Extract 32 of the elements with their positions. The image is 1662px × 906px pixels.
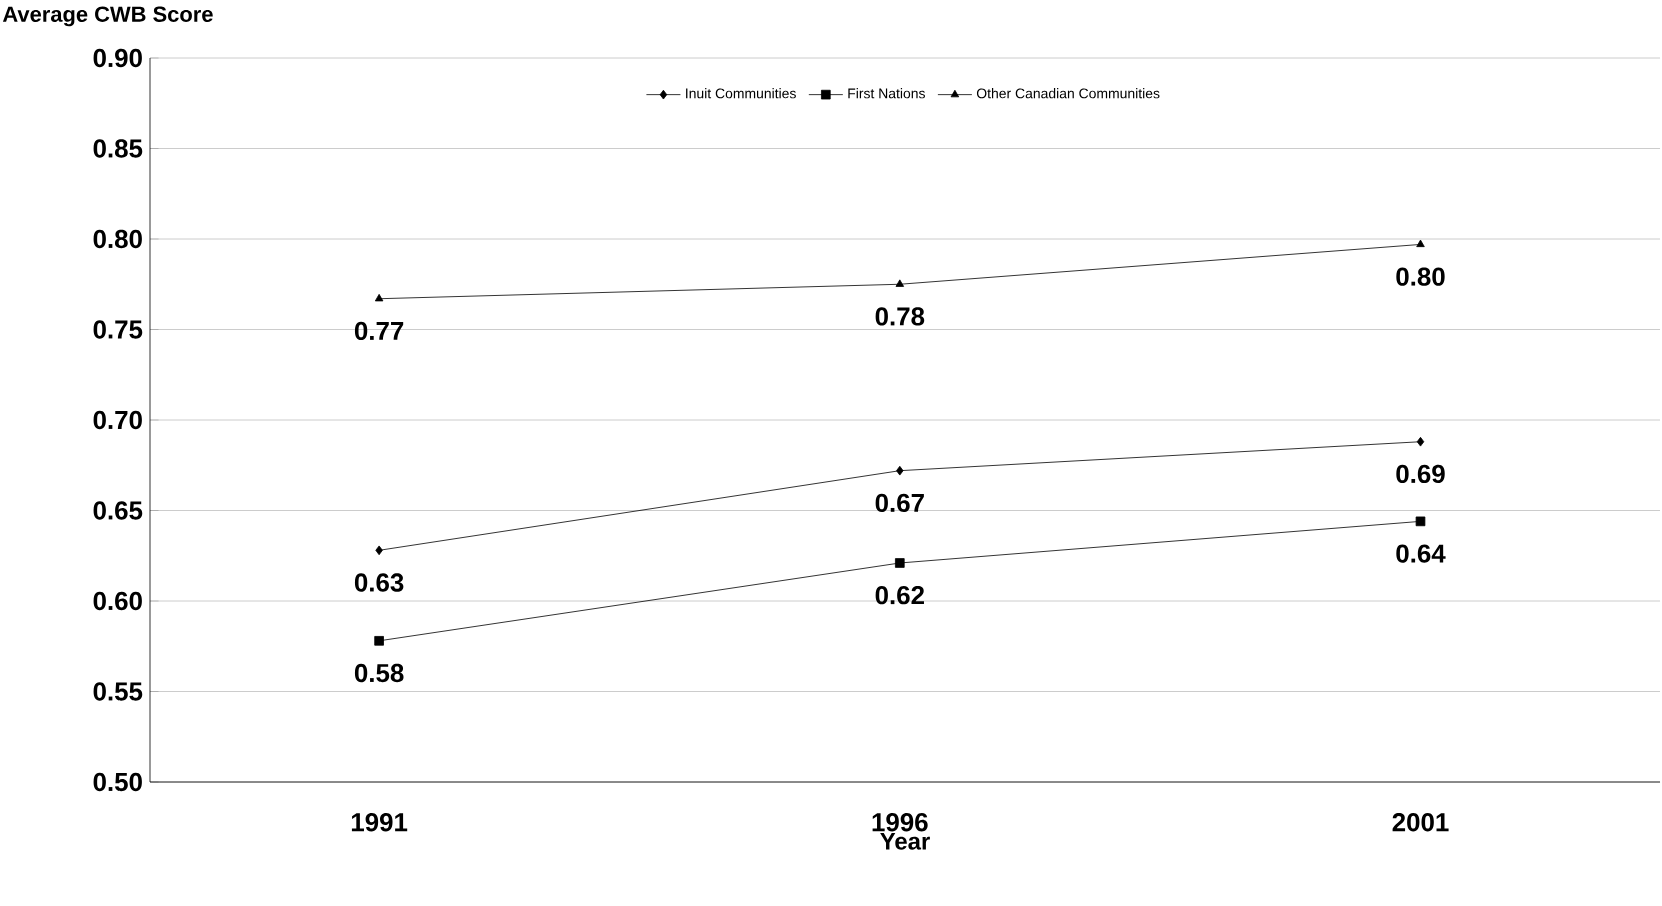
data-label: 0.64	[1396, 544, 1446, 563]
point	[895, 279, 905, 287]
point	[374, 636, 384, 646]
point	[896, 465, 904, 476]
point	[375, 545, 383, 556]
y-tick-label: 0.50	[93, 772, 142, 792]
point	[895, 558, 905, 568]
data-label: 0.78	[875, 307, 925, 326]
data-label: 0.67	[875, 493, 924, 513]
data-label: 0.77	[354, 321, 404, 341]
point	[1416, 436, 1425, 447]
y-tick-label: 0.55	[93, 682, 143, 701]
x-tick-label: 2001	[1392, 813, 1449, 832]
data-label: 0.58	[354, 663, 404, 683]
y-tick-label: 0.65	[93, 501, 143, 520]
y-tick-label: 0.90	[93, 48, 142, 68]
data-label: 0.69	[1396, 464, 1445, 484]
y-tick-label: 0.70	[93, 410, 142, 430]
point	[1416, 239, 1425, 248]
point	[374, 293, 384, 302]
x-tick-label: 1996	[872, 813, 928, 832]
y-tick-label: 0.85	[93, 139, 143, 158]
y-tick-label: 0.75	[93, 320, 143, 339]
data-label: 0.63	[354, 573, 404, 592]
y-tick-label: 0.60	[93, 591, 142, 611]
data-label: 0.80	[1396, 267, 1445, 286]
x-axis-title: Year	[880, 833, 930, 850]
point	[1415, 516, 1426, 527]
data-label: 0.62	[875, 586, 924, 605]
chart-title: Average CWB Score	[2, 6, 213, 27]
x-tick-label: 1991	[351, 813, 408, 832]
y-tick-label: 0.80	[93, 229, 142, 249]
